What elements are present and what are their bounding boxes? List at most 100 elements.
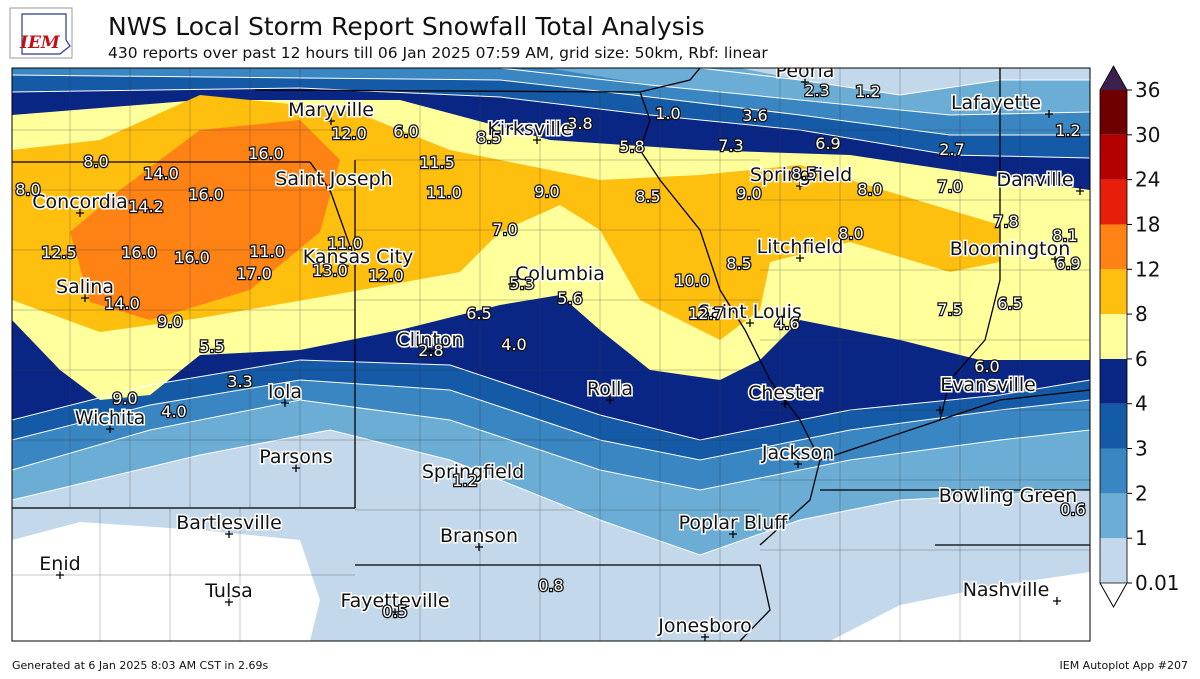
- city-marker: [1051, 255, 1059, 263]
- value-label: 10.0: [674, 271, 710, 290]
- value-label: 0.8: [538, 576, 563, 595]
- colorbar-swatch: [1100, 448, 1127, 494]
- city-marker: [327, 117, 335, 125]
- value-label: 5.8: [619, 137, 644, 156]
- city-label: Saint Louis: [698, 301, 802, 323]
- city-label: Kirksville: [487, 118, 572, 140]
- colorbar-tick-label: 1: [1135, 526, 1148, 550]
- subtitle: 430 reports over past 12 hours till 06 J…: [108, 44, 768, 62]
- city-label: Bowling Green: [939, 485, 1077, 507]
- value-label: 12.0: [368, 266, 404, 285]
- value-label: 6.0: [974, 357, 999, 376]
- city-label: Columbia: [515, 263, 605, 285]
- value-label: 9.0: [112, 389, 137, 408]
- value-label: 6.5: [466, 304, 491, 323]
- city-marker: [292, 464, 300, 472]
- map-frame: [11, 67, 1091, 642]
- city-marker: [341, 262, 349, 270]
- colorbar-swatch: [1100, 314, 1127, 359]
- labels: Peoria Maryville Kirksville Lafayette Saint …: [14, 68, 1087, 639]
- value-label: 6.0: [393, 122, 418, 141]
- value-label: 6.9: [1055, 254, 1080, 273]
- colorbar-over: [1100, 66, 1127, 90]
- value-label: 7.0: [492, 220, 517, 239]
- logo: IEM: [9, 7, 73, 59]
- city-marker: [801, 78, 809, 86]
- city-marker: [106, 425, 114, 433]
- value-label: 8.1: [1052, 226, 1077, 245]
- city-marker: [794, 460, 802, 468]
- state-borders: [12, 68, 1090, 641]
- value-label: 4.0: [161, 402, 186, 421]
- value-label: 9.0: [736, 184, 761, 203]
- value-label: 3.3: [227, 372, 252, 391]
- colorbar-tick-label: 8: [1135, 302, 1148, 326]
- title: NWS Local Storm Report Snowfall Total An…: [108, 12, 705, 41]
- value-label: 8.5: [635, 187, 660, 206]
- value-label: 0.5: [382, 602, 407, 621]
- colorbar-swatch: [1100, 269, 1127, 315]
- city-label: Litchfield: [757, 236, 844, 258]
- city-label: Jackson: [761, 442, 834, 464]
- city-label: Evansville: [940, 374, 1036, 396]
- city-label: Branson: [440, 525, 518, 547]
- value-label: 9.0: [157, 312, 182, 331]
- colorbar-swatch: [1100, 224, 1127, 270]
- colorbar-tick-label: 2: [1135, 481, 1148, 505]
- colorbar-tick-label: 18: [1135, 212, 1160, 236]
- city-marker: [746, 319, 754, 327]
- value-label: 1.2: [452, 471, 477, 490]
- city-marker: [76, 209, 84, 217]
- city-label: Jonesboro: [657, 615, 752, 637]
- city-marker: [508, 280, 516, 288]
- colorbar-tick-label: 24: [1135, 168, 1160, 192]
- city-marker: [1053, 597, 1061, 605]
- city-markers: [56, 78, 1084, 641]
- city-label: Fayetteville: [340, 590, 449, 612]
- value-label: 11.0: [327, 234, 363, 253]
- city-label: Saint Joseph: [275, 168, 392, 190]
- city-marker: [81, 294, 89, 302]
- city-marker: [606, 396, 614, 404]
- value-label: 2.3: [804, 81, 829, 100]
- band: [70, 120, 340, 320]
- value-label: 12.7: [688, 304, 724, 323]
- value-label: 16.0: [188, 185, 224, 204]
- value-label: 1.2: [855, 82, 880, 101]
- colorbar-swatch: [1100, 90, 1127, 135]
- value-label: 8.0: [15, 180, 40, 199]
- colorbar-tick-label: 30: [1135, 123, 1160, 147]
- value-label: 16.0: [248, 144, 284, 163]
- colorbar-swatch: [1100, 134, 1127, 180]
- city-marker: [326, 184, 334, 192]
- value-label: 4.0: [501, 335, 526, 354]
- colorbar-swatch: [1100, 493, 1127, 539]
- city-label: Lafayette: [951, 92, 1041, 114]
- city-label: Tulsa: [204, 580, 253, 602]
- city-marker: [1045, 110, 1053, 118]
- value-label: 1.2: [1055, 121, 1080, 140]
- footer-left: Generated at 6 Jan 2025 8:03 AM CST in 2…: [12, 659, 268, 672]
- colorbar-tick-label: 0.01: [1135, 571, 1180, 595]
- value-label: 8.5: [791, 164, 816, 183]
- city-label: Springfield: [750, 164, 852, 186]
- city-marker: [781, 400, 789, 408]
- logo-box: [9, 7, 73, 59]
- colorbar-tick-label: 3: [1135, 437, 1148, 461]
- city-marker: [1076, 187, 1084, 195]
- value-label: 8.5: [726, 254, 751, 273]
- value-label: 7.8: [993, 212, 1018, 231]
- value-label: 14.0: [104, 294, 140, 313]
- city-marker: [1076, 503, 1084, 511]
- value-label: 2.8: [418, 341, 443, 360]
- value-label: 13.0: [312, 261, 348, 280]
- city-marker: [533, 136, 541, 144]
- value-label: 8.0: [838, 224, 863, 243]
- map: Peoria Maryville Kirksville Lafayette Saint …: [12, 68, 1090, 641]
- city-marker: [796, 182, 804, 190]
- value-label: 14.2: [128, 197, 164, 216]
- value-label: 3.8: [567, 114, 592, 133]
- city-label: Maryville: [288, 99, 374, 121]
- city-label: Bartlesville: [176, 512, 282, 534]
